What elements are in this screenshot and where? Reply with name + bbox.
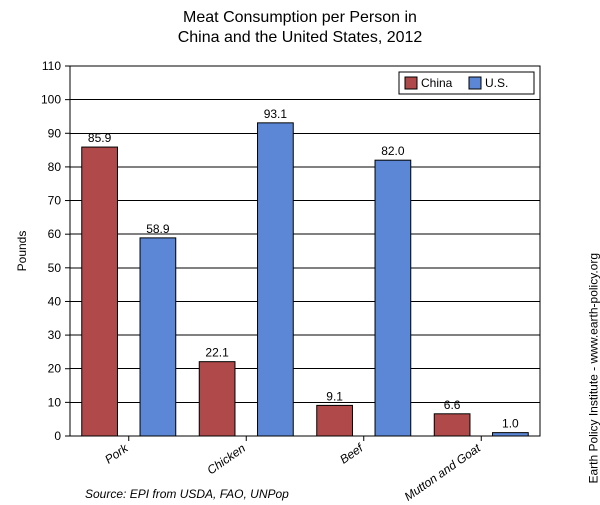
legend-swatch xyxy=(469,77,481,89)
bar-value-label: 6.6 xyxy=(444,398,461,412)
category-label: Mutton and Goat xyxy=(402,441,484,504)
bar-value-label: 82.0 xyxy=(381,144,405,158)
y-tick-label: 20 xyxy=(48,362,62,376)
y-tick-label: 0 xyxy=(54,429,61,443)
bar-value-label: 9.1 xyxy=(326,389,343,403)
chart-title-line1: Meat Consumption per Person in xyxy=(183,9,417,26)
category-label: Chicken xyxy=(204,441,248,478)
legend-label: U.S. xyxy=(485,76,508,90)
y-tick-label: 10 xyxy=(48,395,62,409)
legend-box xyxy=(399,72,534,94)
chart-title-line2: China and the United States, 2012 xyxy=(178,29,423,46)
bar-value-label: 85.9 xyxy=(88,131,112,145)
bar-value-label: 22.1 xyxy=(205,346,229,360)
bar-value-label: 93.1 xyxy=(264,107,288,121)
y-tick-label: 50 xyxy=(48,261,62,275)
y-tick-label: 40 xyxy=(48,294,62,308)
bar xyxy=(317,405,353,436)
bar xyxy=(434,414,470,436)
legend-swatch xyxy=(405,77,417,89)
bar xyxy=(140,238,176,436)
chart-title: Meat Consumption per Person in China and… xyxy=(0,0,600,48)
credit-text: Earth Policy Institute - www.earth-polic… xyxy=(587,253,600,484)
y-tick-label: 110 xyxy=(42,59,61,73)
y-tick-label: 30 xyxy=(48,328,62,342)
y-tick-label: 100 xyxy=(41,93,61,107)
bar-value-label: 58.9 xyxy=(146,222,170,236)
meat-consumption-bar-chart: 0 10 20 30 40 50 60 70 80 90 100 110 85.9 58.9 Pork 22.… xyxy=(0,48,560,505)
bar-value-label: 1.0 xyxy=(502,417,519,431)
source-note: Source: EPI from USDA, FAO, UNPop xyxy=(85,487,289,501)
bar xyxy=(493,433,529,436)
category-label: Beef xyxy=(337,440,367,467)
bar xyxy=(82,147,118,436)
y-tick-label: 70 xyxy=(48,194,62,208)
bar xyxy=(258,123,294,436)
y-tick-label: 90 xyxy=(48,126,62,140)
y-tick-label: 80 xyxy=(48,160,62,174)
y-axis-label: Pounds xyxy=(15,231,29,272)
bar xyxy=(199,362,235,436)
y-tick-label: 60 xyxy=(48,227,62,241)
legend-label: China xyxy=(421,76,453,90)
category-label: Pork xyxy=(102,440,131,466)
chart-page: Meat Consumption per Person in China and… xyxy=(0,0,600,505)
bar xyxy=(375,160,411,436)
